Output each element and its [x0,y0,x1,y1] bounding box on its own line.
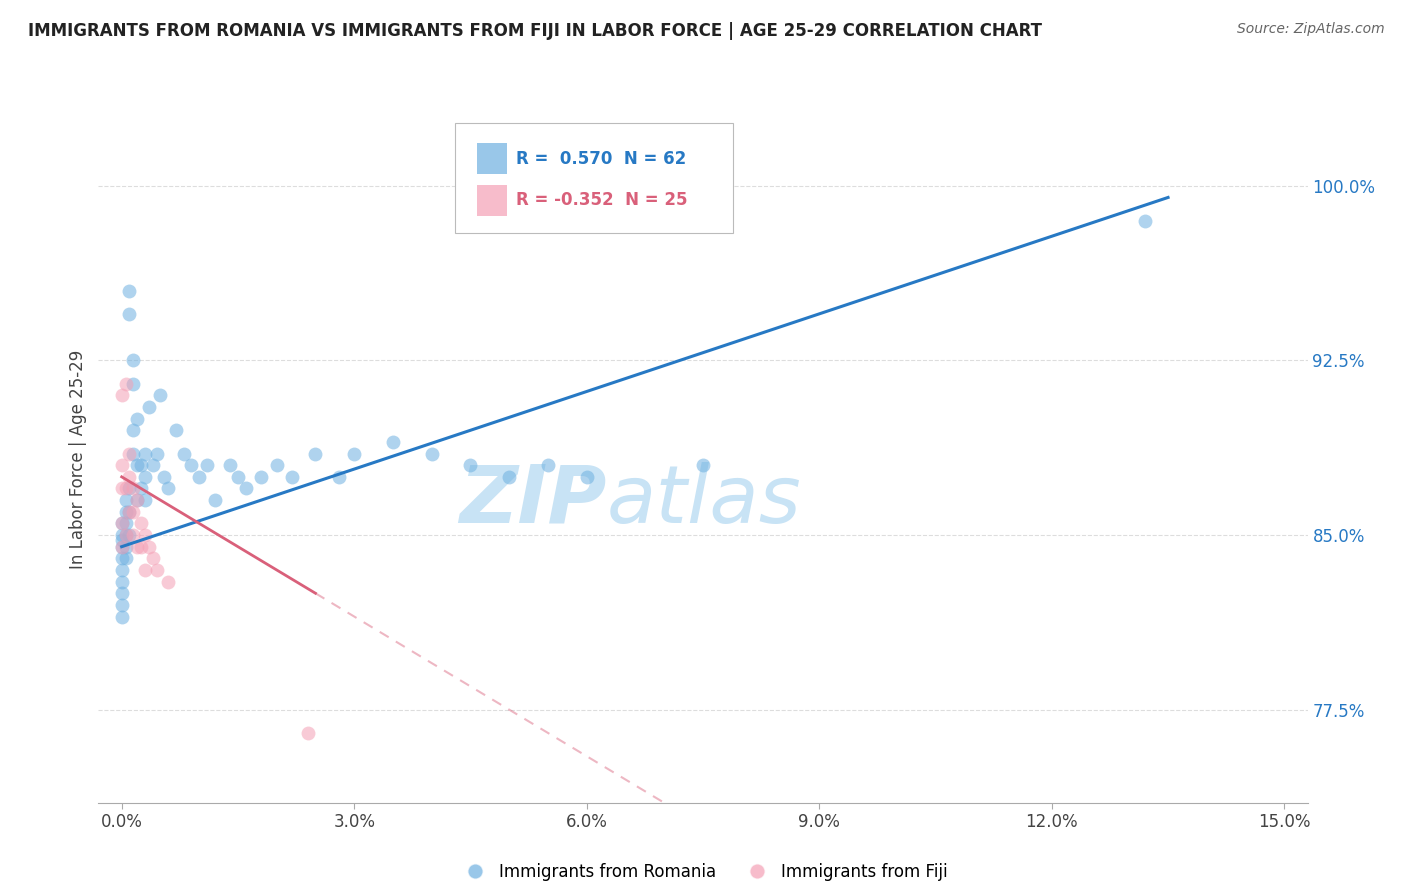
Point [134,493,156,508]
Point [111,551,134,566]
Point [138,400,160,414]
Point [129,458,152,473]
Point [381,434,404,449]
Point [153,470,176,484]
Point [118,482,141,496]
Legend: Immigrants from Romania, Immigrants from Fiji: Immigrants from Romania, Immigrants from… [451,855,955,888]
Point [235,482,257,496]
Text: IMMIGRANTS FROM ROMANIA VS IMMIGRANTS FROM FIJI IN LABOR FORCE | AGE 25-29 CORRE: IMMIGRANTS FROM ROMANIA VS IMMIGRANTS FR… [28,22,1042,40]
Point [1133,213,1156,227]
Point [142,551,165,566]
Point [129,540,152,554]
Point [157,574,180,589]
Point [111,533,134,547]
Point [149,388,172,402]
Point [111,609,134,624]
Text: Source: ZipAtlas.com: Source: ZipAtlas.com [1237,22,1385,37]
Point [165,423,187,437]
Point [122,423,145,437]
Point [134,528,156,542]
Point [122,376,145,391]
Point [127,493,149,508]
Point [118,505,141,519]
Point [157,482,180,496]
Point [114,505,136,519]
Point [129,516,152,531]
Point [343,446,366,460]
Point [328,470,350,484]
Text: atlas: atlas [606,461,801,540]
Point [111,586,134,600]
Point [111,482,134,496]
Point [692,458,714,473]
Point [111,528,134,542]
Point [204,493,226,508]
Text: ZIP: ZIP [458,461,606,540]
Point [266,458,288,473]
Point [118,284,141,298]
Point [188,470,211,484]
Point [127,493,149,508]
Point [111,458,134,473]
Point [114,528,136,542]
Point [537,458,560,473]
Point [111,516,134,531]
Point [281,470,304,484]
Text: R =  0.570  N = 62: R = 0.570 N = 62 [516,150,686,169]
Point [138,540,160,554]
Point [226,470,249,484]
Point [297,726,319,740]
Point [111,388,134,402]
Point [122,528,145,542]
Point [142,458,165,473]
FancyBboxPatch shape [456,123,733,233]
Point [420,446,443,460]
Point [114,551,136,566]
Point [575,470,598,484]
Point [114,376,136,391]
Point [129,482,152,496]
Point [195,458,218,473]
Point [145,446,167,460]
Point [114,540,136,554]
Point [250,470,273,484]
FancyBboxPatch shape [477,185,508,216]
Point [111,540,134,554]
Point [134,563,156,577]
Y-axis label: In Labor Force | Age 25-29: In Labor Force | Age 25-29 [69,350,87,569]
Text: R = -0.352  N = 25: R = -0.352 N = 25 [516,192,688,210]
Point [114,516,136,531]
Point [127,458,149,473]
Point [134,470,156,484]
Point [114,493,136,508]
Point [122,353,145,368]
Point [180,458,202,473]
Point [304,446,326,460]
Point [111,598,134,612]
Point [122,446,145,460]
Point [219,458,242,473]
Point [118,470,141,484]
Point [111,540,134,554]
Point [127,540,149,554]
Point [145,563,167,577]
Point [498,470,520,484]
Point [134,446,156,460]
Point [118,505,141,519]
Point [118,528,141,542]
Point [122,505,145,519]
Point [111,516,134,531]
Point [111,563,134,577]
Point [122,482,145,496]
Point [118,307,141,321]
Point [460,458,482,473]
Point [118,446,141,460]
Point [114,482,136,496]
Point [111,574,134,589]
Point [127,411,149,425]
FancyBboxPatch shape [477,144,508,174]
Point [173,446,195,460]
Point [114,528,136,542]
